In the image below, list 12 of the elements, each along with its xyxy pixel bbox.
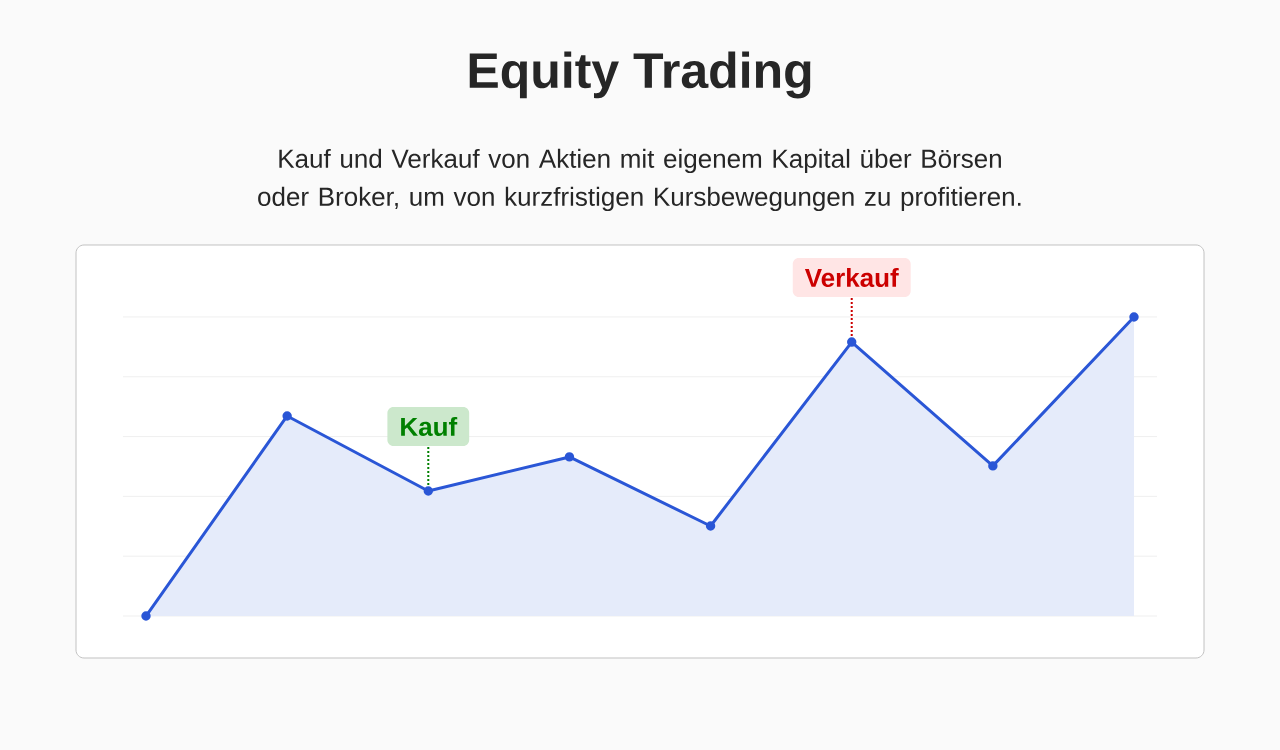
point	[282, 411, 292, 421]
point	[705, 521, 716, 531]
annotation: Verkauf	[804, 267, 899, 288]
point	[564, 452, 575, 462]
point	[1129, 312, 1139, 322]
chart-subtitle: Kauf und Verkauf von Aktien mit eigenem Kapital über Börsen oder Broker, um von kurzfristigen Kursbewegungen zu profitieren.	[258, 148, 1021, 212]
point	[141, 611, 151, 621]
point	[847, 337, 857, 347]
annotation: Kauf	[401, 416, 458, 437]
point	[988, 461, 998, 471]
point	[423, 486, 433, 496]
chart-title: Equity Trading	[469, 51, 811, 99]
